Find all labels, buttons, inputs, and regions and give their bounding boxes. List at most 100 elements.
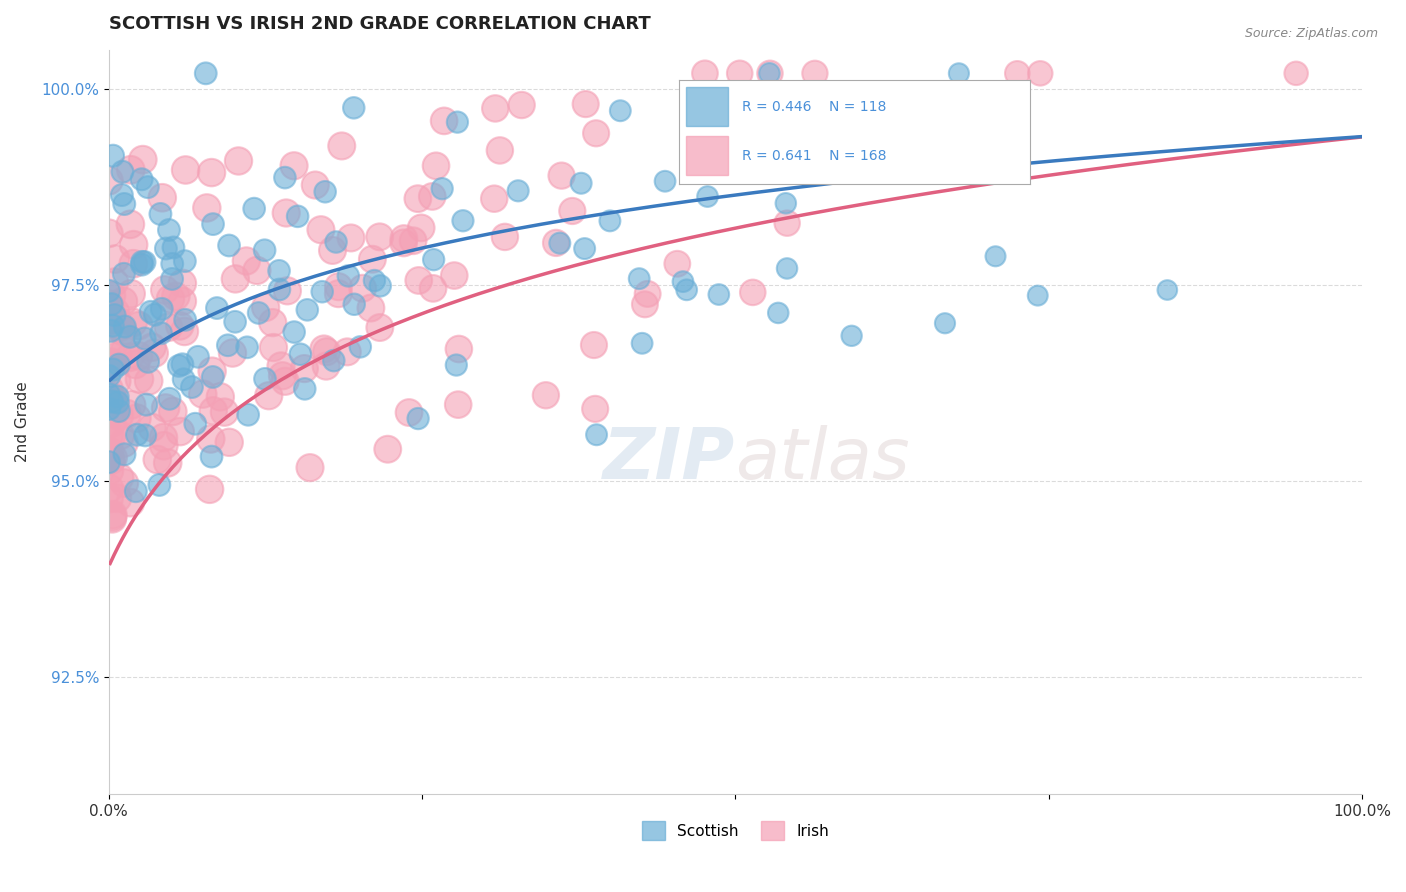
Point bbox=[352, 281, 374, 295]
Point bbox=[173, 325, 195, 339]
Point bbox=[174, 163, 197, 178]
Point bbox=[696, 189, 718, 203]
Point bbox=[98, 313, 121, 327]
Point bbox=[408, 273, 430, 287]
Point bbox=[360, 301, 382, 315]
Point bbox=[494, 230, 516, 244]
Point bbox=[132, 153, 155, 167]
Point bbox=[267, 264, 290, 278]
Point bbox=[1285, 66, 1308, 80]
Point bbox=[100, 297, 122, 311]
Point bbox=[97, 308, 120, 322]
Point bbox=[101, 508, 124, 522]
Point bbox=[104, 308, 127, 322]
Point bbox=[343, 101, 366, 115]
Point bbox=[108, 470, 131, 484]
Point bbox=[194, 66, 217, 80]
Point bbox=[236, 340, 259, 354]
Point bbox=[707, 287, 730, 301]
Point bbox=[128, 318, 150, 333]
Point bbox=[115, 407, 138, 421]
Point bbox=[550, 169, 572, 183]
Point bbox=[98, 297, 121, 311]
Point bbox=[585, 126, 607, 140]
Point bbox=[201, 364, 224, 378]
Point bbox=[804, 66, 827, 80]
Point bbox=[451, 213, 474, 227]
Point bbox=[111, 325, 134, 339]
Point bbox=[349, 340, 371, 354]
Point bbox=[101, 318, 124, 333]
Point bbox=[209, 390, 232, 404]
Point bbox=[131, 172, 153, 186]
Point bbox=[107, 349, 129, 363]
Point bbox=[235, 254, 257, 268]
Point bbox=[157, 223, 180, 237]
Point bbox=[146, 452, 169, 467]
Point bbox=[120, 286, 142, 301]
Point bbox=[368, 278, 391, 293]
Point bbox=[735, 152, 758, 166]
Point bbox=[153, 283, 176, 297]
Point bbox=[741, 285, 763, 300]
Point bbox=[991, 145, 1014, 159]
Point bbox=[152, 431, 174, 445]
Point bbox=[283, 159, 305, 173]
Y-axis label: 2nd Grade: 2nd Grade bbox=[15, 382, 30, 462]
Point bbox=[1007, 66, 1029, 80]
Point bbox=[368, 320, 391, 334]
Point bbox=[122, 316, 145, 330]
Point bbox=[100, 453, 122, 467]
Point bbox=[262, 316, 284, 330]
Legend: Scottish, Irish: Scottish, Irish bbox=[636, 815, 835, 846]
Point bbox=[270, 359, 292, 373]
Point bbox=[100, 452, 122, 467]
Point bbox=[98, 401, 121, 416]
Point bbox=[599, 214, 621, 228]
Point bbox=[609, 103, 631, 118]
Point bbox=[97, 455, 120, 469]
Point bbox=[105, 312, 128, 326]
Point bbox=[111, 165, 134, 179]
Point bbox=[262, 341, 284, 355]
Point bbox=[184, 417, 207, 431]
Point bbox=[139, 305, 162, 319]
Point bbox=[534, 388, 557, 402]
Point bbox=[637, 287, 659, 301]
Point bbox=[758, 66, 780, 80]
Point bbox=[112, 267, 135, 281]
Point bbox=[322, 353, 344, 368]
Point bbox=[446, 358, 468, 372]
Point bbox=[214, 405, 236, 419]
Point bbox=[546, 235, 568, 250]
Point bbox=[325, 235, 347, 249]
Point bbox=[768, 306, 790, 320]
Point bbox=[224, 272, 246, 286]
Point bbox=[172, 357, 194, 371]
Point bbox=[202, 404, 225, 418]
Point bbox=[548, 236, 571, 251]
Point bbox=[101, 391, 124, 405]
Point bbox=[776, 261, 799, 276]
Point bbox=[160, 272, 183, 286]
Point bbox=[447, 398, 470, 412]
Point bbox=[155, 401, 177, 415]
Point bbox=[340, 231, 363, 245]
Point bbox=[100, 416, 122, 430]
Point bbox=[136, 355, 159, 369]
Point bbox=[98, 369, 121, 384]
Point bbox=[314, 185, 336, 199]
Point bbox=[398, 405, 420, 419]
Point bbox=[221, 346, 243, 360]
Point bbox=[328, 286, 350, 301]
Point bbox=[634, 297, 657, 311]
Point bbox=[575, 97, 598, 112]
Point bbox=[131, 258, 153, 272]
Point bbox=[173, 254, 195, 268]
Point bbox=[112, 294, 135, 309]
Point bbox=[169, 318, 191, 333]
Point bbox=[156, 456, 179, 470]
Point bbox=[368, 230, 391, 244]
Point bbox=[97, 429, 120, 443]
Point bbox=[775, 196, 797, 211]
